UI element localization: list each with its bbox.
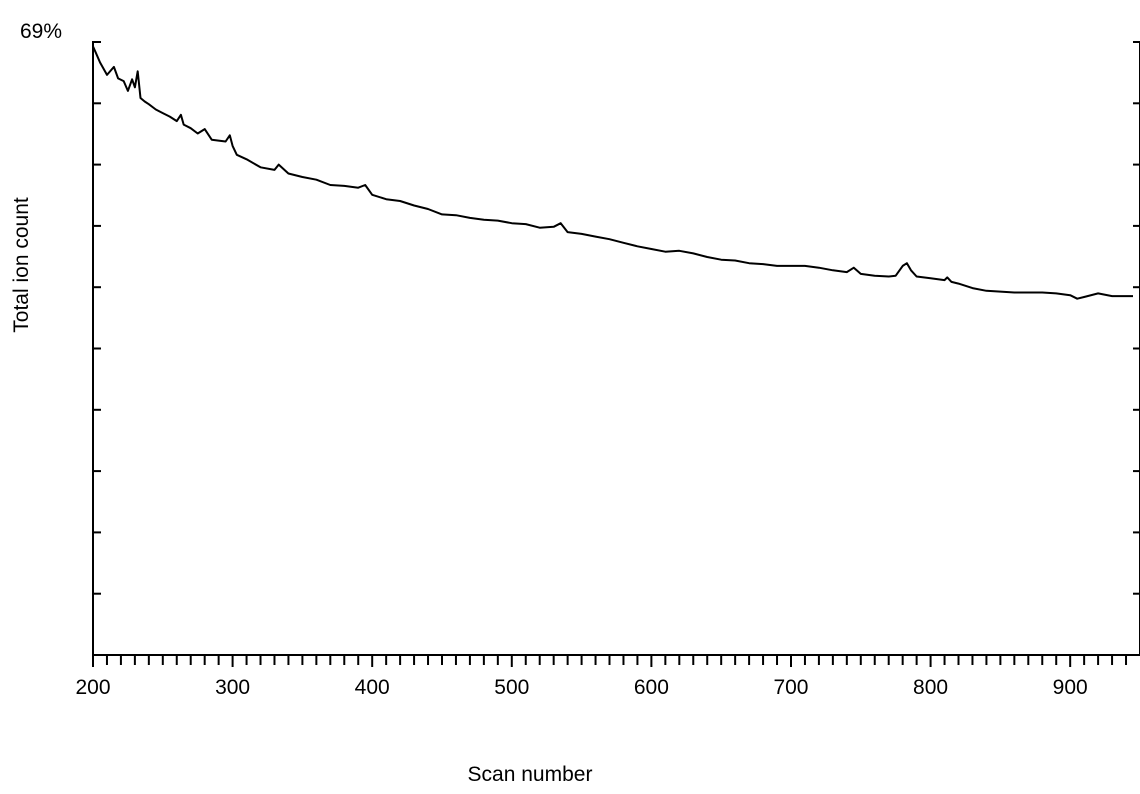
ticks: [92, 41, 1140, 667]
tick-labels: 200 300 400 500 600 700 800 900: [75, 676, 1087, 699]
x-axis-title: Scan number: [468, 763, 593, 786]
x-tick-label: 700: [773, 676, 808, 699]
series-line: [92, 45, 1133, 300]
y-max-label: 69%: [20, 20, 62, 43]
x-tick-label: 200: [75, 676, 110, 699]
x-tick-label: 600: [634, 676, 669, 699]
y-axis-title: Total ion count: [10, 197, 33, 333]
axes: [92, 41, 1140, 656]
x-tick-label: 400: [355, 676, 390, 699]
x-tick-label: 900: [1053, 676, 1088, 699]
x-tick-label: 500: [494, 676, 529, 699]
x-tick-label: 300: [215, 676, 250, 699]
x-tick-label: 800: [913, 676, 948, 699]
